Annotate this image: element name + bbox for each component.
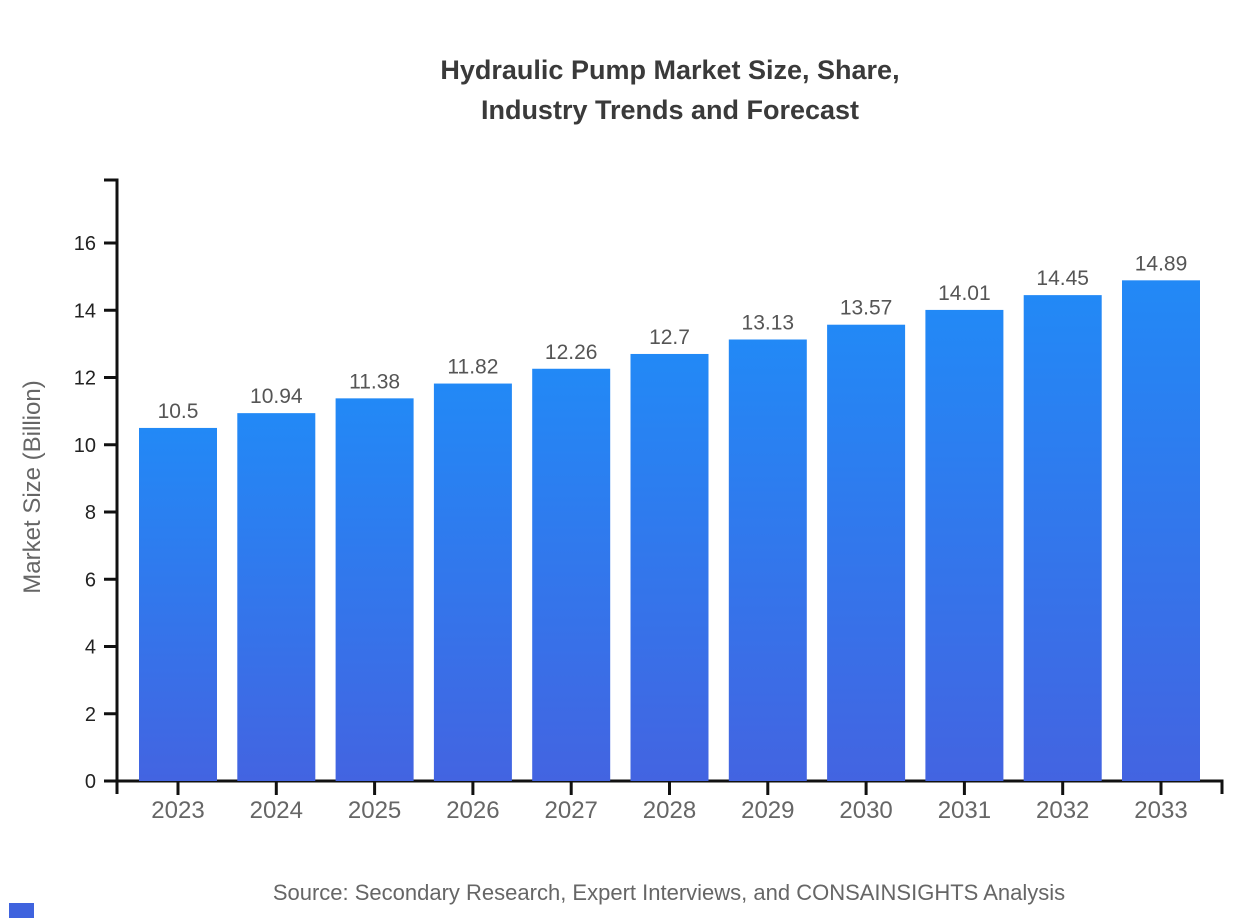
bar — [630, 353, 709, 781]
bar-value-label: 13.13 — [742, 312, 795, 335]
bar — [237, 413, 316, 781]
chart-title-line2: Industry Trends and Forecast — [481, 95, 859, 125]
x-tick-label: 2025 — [348, 797, 401, 824]
y-tick-label: 10 — [74, 435, 96, 457]
x-tick-label: 2031 — [938, 797, 991, 824]
y-axis-title: Market Size (Billion) — [19, 380, 46, 593]
bar — [827, 324, 906, 781]
plot-area: 0 2 4 6 8 10 12 14 16 2023 10.5 2024 10.94 2025 11.38 2… — [74, 178, 1224, 824]
bar — [335, 398, 414, 781]
bar — [139, 427, 217, 781]
x-tick-label: 2030 — [839, 797, 892, 824]
bar — [728, 339, 807, 781]
y-tick-label: 14 — [74, 300, 96, 322]
y-tick-label: 0 — [85, 771, 96, 793]
bar-value-label: 10.5 — [158, 400, 199, 423]
bar-value-label: 14.01 — [938, 282, 991, 305]
bar-value-label: 14.45 — [1036, 267, 1089, 290]
bar-value-label: 11.82 — [447, 356, 498, 379]
y-tick-label: 2 — [85, 704, 96, 726]
x-tick-label: 2032 — [1036, 797, 1089, 824]
bar — [1122, 280, 1200, 781]
x-tick-label: 2033 — [1134, 797, 1187, 824]
bar — [1023, 295, 1102, 781]
x-tick-label: 2029 — [741, 797, 794, 824]
y-tick-label: 6 — [85, 569, 96, 591]
bar-value-label: 14.89 — [1135, 252, 1188, 275]
bar — [532, 368, 611, 781]
y-axis-line — [104, 178, 119, 794]
bar-value-label: 13.57 — [840, 297, 893, 320]
x-tick-label: 2027 — [545, 797, 598, 824]
x-tick-label: 2024 — [250, 797, 303, 824]
bar — [925, 309, 1004, 781]
y-tick-label: 12 — [74, 368, 96, 390]
bar — [433, 383, 512, 781]
bar-value-label: 12.7 — [649, 326, 690, 349]
y-tick-label: 16 — [74, 233, 96, 255]
bar-value-label: 10.94 — [250, 385, 303, 408]
bar-value-label: 11.38 — [349, 370, 400, 393]
bar-value-label: 12.26 — [545, 341, 598, 364]
source-note: Source: Secondary Research, Expert Inter… — [273, 880, 1065, 905]
brand-mark — [9, 903, 34, 918]
y-tick-label: 8 — [85, 502, 96, 524]
x-tick-label: 2023 — [151, 797, 204, 824]
chart-title-line1: Hydraulic Pump Market Size, Share, — [440, 55, 899, 85]
x-tick-label: 2028 — [643, 797, 696, 824]
x-tick-label: 2026 — [446, 797, 499, 824]
y-tick-label: 4 — [85, 637, 96, 659]
